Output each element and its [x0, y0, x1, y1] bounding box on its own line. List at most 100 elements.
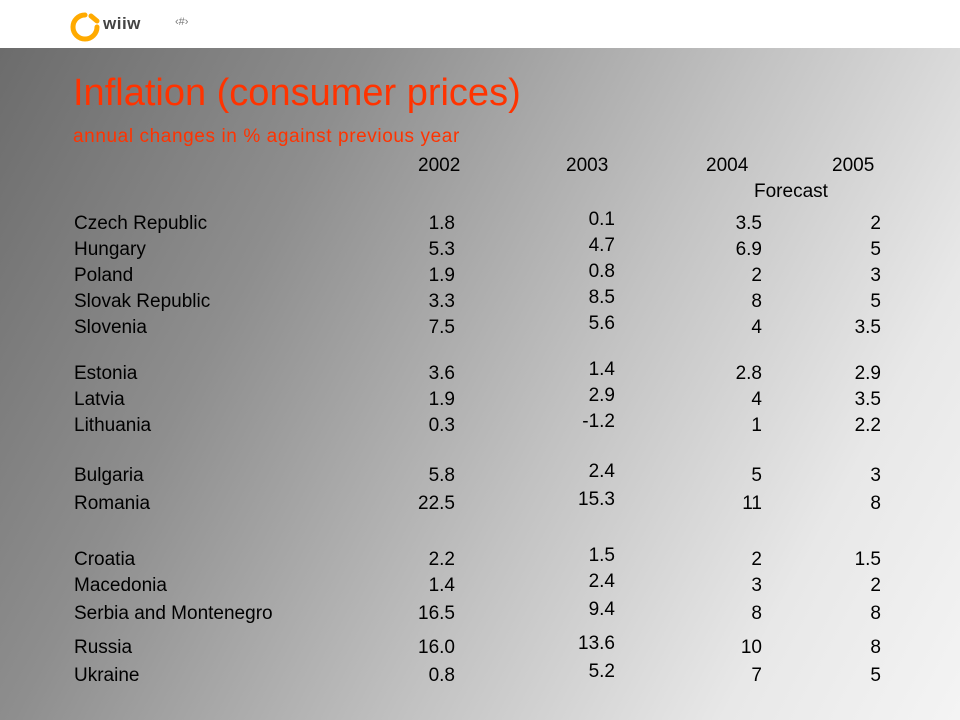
table-row: Romania 22.5 15.3 11 8 — [0, 489, 960, 517]
value-2004-cell: 2 — [751, 549, 762, 570]
country-cell: Hungary — [74, 239, 146, 260]
country-cell: Poland — [74, 265, 134, 286]
value-2003-cell: 0.8 — [588, 261, 615, 282]
column-header-2003: 2003 — [566, 155, 609, 176]
value-2004-cell: 3 — [751, 575, 762, 596]
value-2002-cell: 22.5 — [418, 493, 455, 514]
country-cell: Estonia — [74, 363, 138, 384]
table-row: Czech Republic 1.8 0.1 3.5 2 — [0, 209, 960, 237]
header-bar: wiiw ‹#› — [0, 0, 960, 48]
value-2003-cell: 2.4 — [588, 461, 615, 482]
value-2003-cell: 1.5 — [588, 545, 615, 566]
slide-background — [0, 48, 960, 720]
value-2002-cell: 3.3 — [428, 291, 455, 312]
logo-ring-icon — [70, 12, 100, 42]
table-row: Russia 16.0 13.6 10 8 — [0, 633, 960, 661]
value-2002-cell: 16.5 — [418, 603, 455, 624]
table-row: Macedonia 1.4 2.4 3 2 — [0, 571, 960, 599]
column-header-2004: 2004 — [706, 155, 749, 176]
value-2002-cell: 5.3 — [428, 239, 455, 260]
value-2003-cell: 5.2 — [588, 661, 615, 682]
value-2004-cell: 5 — [751, 465, 762, 486]
value-2004-cell: 4 — [751, 317, 762, 338]
country-cell: Slovak Republic — [74, 291, 211, 312]
value-2005-cell: 3 — [870, 265, 881, 286]
table-row: Slovenia 7.5 5.6 4 3.5 — [0, 313, 960, 341]
value-2003-cell: -1.2 — [582, 411, 615, 432]
value-2005-cell: 2.2 — [854, 415, 881, 436]
value-2002-cell: 1.8 — [428, 213, 455, 234]
value-2004-cell: 8 — [751, 603, 762, 624]
table-row: Croatia 2.2 1.5 2 1.5 — [0, 545, 960, 573]
value-2003-cell: 8.5 — [588, 287, 615, 308]
value-2003-cell: 4.7 — [588, 235, 615, 256]
value-2004-cell: 2 — [751, 265, 762, 286]
country-cell: Bulgaria — [74, 465, 144, 486]
value-2004-cell: 4 — [751, 389, 762, 410]
value-2005-cell: 8 — [870, 493, 881, 514]
country-cell: Ukraine — [74, 665, 140, 686]
value-2003-cell: 13.6 — [578, 633, 615, 654]
value-2002-cell: 16.0 — [418, 637, 455, 658]
value-2003-cell: 1.4 — [588, 359, 615, 380]
value-2005-cell: 2 — [870, 575, 881, 596]
table-row: Latvia 1.9 2.9 4 3.5 — [0, 385, 960, 413]
value-2002-cell: 1.9 — [428, 389, 455, 410]
forecast-label: Forecast — [754, 181, 828, 202]
wiiw-logo: wiiw — [70, 12, 200, 42]
value-2003-cell: 2.9 — [588, 385, 615, 406]
country-cell: Romania — [74, 493, 151, 514]
value-2004-cell: 2.8 — [735, 363, 762, 384]
value-2005-cell: 1.5 — [854, 549, 881, 570]
table-row: Serbia and Montenegro 16.5 9.4 8 8 — [0, 599, 960, 627]
value-2003-cell: 5.6 — [588, 313, 615, 334]
country-cell: Croatia — [74, 549, 136, 570]
value-2002-cell: 2.2 — [428, 549, 455, 570]
country-cell: Latvia — [74, 389, 125, 410]
value-2002-cell: 1.4 — [428, 575, 455, 596]
value-2005-cell: 2.9 — [854, 363, 881, 384]
value-2002-cell: 0.3 — [428, 415, 455, 436]
country-cell: Czech Republic — [74, 213, 208, 234]
value-2003-cell: 15.3 — [578, 489, 615, 510]
value-2005-cell: 3.5 — [854, 389, 881, 410]
value-2005-cell: 8 — [870, 603, 881, 624]
value-2005-cell: 5 — [870, 239, 881, 260]
value-2002-cell: 3.6 — [428, 363, 455, 384]
table-row: Poland 1.9 0.8 2 3 — [0, 261, 960, 289]
country-cell: Serbia and Montenegro — [74, 603, 273, 624]
value-2005-cell: 5 — [870, 291, 881, 312]
table-row: Bulgaria 5.8 2.4 5 3 — [0, 461, 960, 489]
country-cell: Macedonia — [74, 575, 167, 596]
country-cell: Russia — [74, 637, 133, 658]
slide-number: ‹#› — [175, 16, 189, 28]
value-2004-cell: 8 — [751, 291, 762, 312]
value-2005-cell: 3 — [870, 465, 881, 486]
value-2005-cell: 2 — [870, 213, 881, 234]
logo-text: wiiw — [103, 14, 141, 33]
table-row: Slovak Republic 3.3 8.5 8 5 — [0, 287, 960, 315]
value-2003-cell: 9.4 — [588, 599, 615, 620]
country-cell: Lithuania — [74, 415, 152, 436]
value-2002-cell: 1.9 — [428, 265, 455, 286]
country-cell: Slovenia — [74, 317, 147, 338]
value-2005-cell: 5 — [870, 665, 881, 686]
value-2004-cell: 3.5 — [735, 213, 762, 234]
value-2004-cell: 11 — [742, 493, 762, 514]
value-2002-cell: 7.5 — [428, 317, 455, 338]
column-header-2002: 2002 — [418, 155, 461, 176]
value-2003-cell: 2.4 — [588, 571, 615, 592]
page-subtitle: annual changes in % against previous yea… — [73, 126, 460, 147]
page-title: Inflation (consumer prices) — [73, 72, 521, 114]
table-row: Hungary 5.3 4.7 6.9 5 — [0, 235, 960, 263]
value-2004-cell: 1 — [751, 415, 762, 436]
value-2005-cell: 8 — [870, 637, 881, 658]
table-row: Lithuania 0.3 -1.2 1 2.2 — [0, 411, 960, 439]
value-2003-cell: 0.1 — [588, 209, 615, 230]
value-2002-cell: 5.8 — [428, 465, 455, 486]
value-2004-cell: 10 — [740, 637, 762, 658]
column-header-2005: 2005 — [832, 155, 875, 176]
table-row: Ukraine 0.8 5.2 7 5 — [0, 661, 960, 689]
value-2002-cell: 0.8 — [428, 665, 455, 686]
value-2004-cell: 7 — [751, 665, 762, 686]
